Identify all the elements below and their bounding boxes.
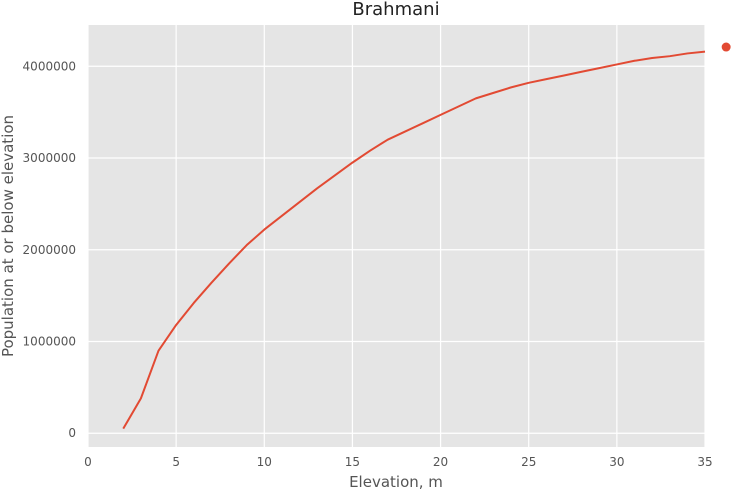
y-tick-label: 3000000 [23, 151, 76, 165]
y-axis-title: Population at or below elevation [0, 115, 17, 357]
x-tick-label: 10 [257, 455, 272, 469]
x-tick-label: 35 [697, 455, 712, 469]
y-tick-label: 4000000 [23, 59, 76, 73]
series-line [122, 50, 706, 430]
x-tick-label: 30 [609, 455, 624, 469]
x-tick-label: 25 [521, 455, 536, 469]
x-tick-labels: 0 5 10 15 20 25 30 35 [84, 455, 712, 469]
x-tick-label: 15 [345, 455, 360, 469]
y-tick-label: 1000000 [23, 335, 76, 349]
marker-point [721, 42, 731, 52]
y-tick-label: 0 [68, 426, 76, 440]
x-tick-label: 5 [172, 455, 180, 469]
x-axis-title: Elevation, m [349, 473, 443, 491]
y-tick-labels: 0 1000000 2000000 3000000 4000000 [23, 59, 76, 440]
chart-title: Brahmani [352, 0, 439, 20]
y-tick-label: 2000000 [23, 243, 76, 257]
series-layer [122, 42, 731, 430]
x-tick-label: 0 [84, 455, 92, 469]
plot-area [88, 25, 705, 447]
grid-lines [87, 25, 706, 447]
x-tick-label: 20 [433, 455, 448, 469]
